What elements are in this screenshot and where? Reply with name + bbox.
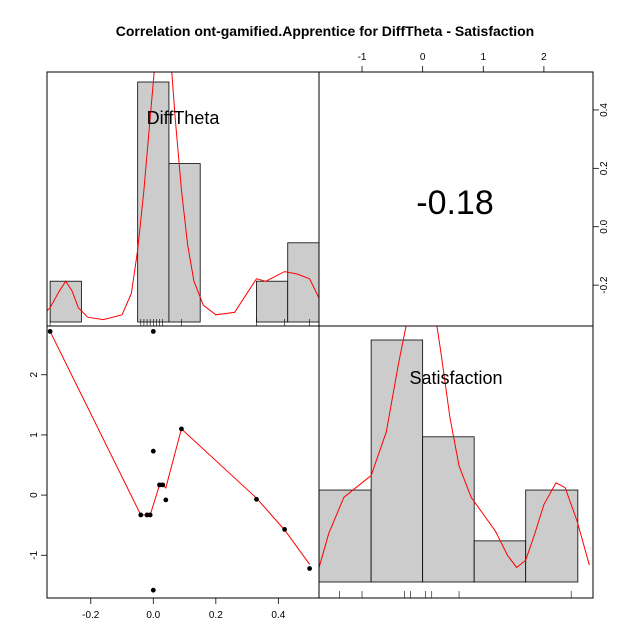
difftheta-histogram-bar	[168, 163, 201, 323]
scatter-point	[138, 512, 144, 518]
right-axis-tick-label: 0.2	[599, 161, 610, 175]
bottom-axis-tick-label: 0.2	[209, 610, 223, 621]
left-axis-tick-label: -1	[29, 550, 40, 559]
satisfaction-histogram-bar	[318, 489, 372, 583]
chart-title: Correlation ont-gamified.Apprentice for …	[116, 23, 534, 39]
left-axis-tick-label: 2	[29, 372, 40, 378]
difftheta-histogram-bar	[256, 280, 289, 323]
top-axis-tick-label: 0	[420, 52, 426, 63]
difftheta-density-line	[47, 72, 319, 321]
satisfaction-histogram-bar	[422, 436, 475, 583]
scatter-point	[150, 329, 156, 334]
difftheta-histogram-bar	[49, 280, 82, 323]
left-axis-tick-label: 1	[29, 432, 40, 438]
scatter-point	[307, 566, 313, 571]
panel-border	[318, 325, 594, 599]
correlation-value: -0.18	[416, 184, 494, 222]
panel-group: DiffTheta -0.18 Satisfaction -0.2 0.0 0.2 0.4 -…	[29, 52, 610, 621]
top-axis-tick-label: 2	[541, 52, 547, 63]
satisfaction-label: Satisfaction	[409, 368, 502, 388]
satisfaction-histogram-bar	[473, 540, 527, 583]
bottom-axis-tick-label: -0.2	[82, 610, 100, 621]
scatter-point	[150, 587, 156, 593]
scatter-point	[147, 512, 153, 518]
scatter-smooth-line	[49, 331, 311, 565]
scatter-point	[163, 497, 169, 503]
scatter-point	[282, 526, 288, 532]
scatter-point	[160, 482, 166, 488]
right-axis-tick-label: -0.2	[599, 276, 610, 294]
left-axis-tick-label: 0	[29, 492, 40, 498]
right-axis-tick-label: 0.4	[599, 103, 610, 117]
bottom-axis-tick-label: 0.4	[271, 610, 285, 621]
scatter-point	[47, 329, 53, 334]
scatter-point	[179, 426, 184, 432]
right-axis-tick-label: 0.0	[599, 219, 610, 233]
scatter-point	[150, 448, 156, 454]
satisfaction-density-line	[319, 326, 590, 570]
panel-border	[46, 325, 320, 599]
scatter-point	[254, 496, 259, 502]
top-axis-tick-label: 1	[480, 52, 486, 63]
difftheta-label: DiffTheta	[147, 108, 221, 128]
difftheta-histogram-bar	[287, 242, 320, 323]
top-axis-tick-label: -1	[358, 52, 367, 63]
bottom-axis-tick-label: 0.0	[146, 610, 160, 621]
